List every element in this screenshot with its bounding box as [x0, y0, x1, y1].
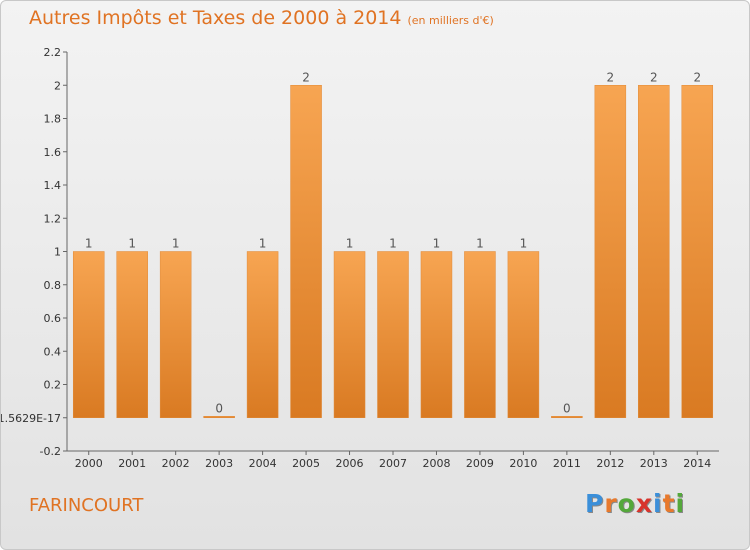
- bar: [377, 251, 409, 418]
- bar: [333, 251, 366, 418]
- bar: [116, 251, 148, 418]
- data-label: 1: [476, 237, 484, 251]
- data-label: 0: [215, 401, 223, 415]
- data-label: 0: [563, 401, 571, 415]
- chart-title-unit: (en milliers d'€): [407, 14, 494, 27]
- y-tick-label: -0.2: [40, 445, 61, 458]
- y-tick-label: 1.6: [44, 146, 62, 159]
- x-tick-label: 2008: [422, 457, 450, 470]
- logo-letter: x: [635, 489, 653, 518]
- bar: [464, 251, 496, 418]
- x-tick-label: 2002: [162, 457, 190, 470]
- y-tick-label: 2: [54, 79, 61, 92]
- chart-title: Autres Impôts et Taxes de 2000 à 2014 (en…: [29, 7, 494, 29]
- y-tick-label: 0.6: [44, 312, 62, 325]
- chart-data-labels: 1 1 1 0 1 2 1 1 1 1 1 0 2 2 2: [85, 70, 701, 415]
- x-tick-label: 2005: [292, 457, 320, 470]
- logo-letter: i: [675, 489, 686, 518]
- commune-name: FARINCOURT: [29, 495, 144, 516]
- y-tick-label: 1.4: [44, 179, 62, 192]
- y-tick-label: 0.8: [44, 279, 62, 292]
- data-label: 1: [433, 237, 441, 251]
- bar: [594, 85, 627, 418]
- x-tick-label: 2004: [249, 457, 277, 470]
- chart-axes: -0.2 -1.5629E-17 0.2 0.4 0.6 0.8 1 1.2 1.4 1.6 1.8…: [1, 46, 719, 470]
- data-label: 2: [607, 70, 615, 84]
- bar: [159, 251, 192, 418]
- x-tick-label: 2003: [205, 457, 233, 470]
- x-tick-label: 2001: [118, 457, 146, 470]
- bar: [290, 85, 322, 418]
- proxiti-logo: Proxiti: [585, 489, 685, 518]
- bar: [72, 251, 105, 418]
- x-tick-label: 2006: [336, 457, 364, 470]
- y-tick-label: -1.5629E-17: [1, 412, 61, 425]
- data-label: 1: [346, 237, 354, 251]
- data-label: 1: [259, 237, 267, 251]
- y-tick-label: 2.2: [44, 46, 62, 59]
- bar: [681, 85, 714, 418]
- bar: [507, 251, 540, 418]
- y-tick-label: 1: [54, 246, 61, 259]
- data-label: 2: [302, 70, 310, 84]
- x-tick-label: 2011: [553, 457, 581, 470]
- y-tick-label: 1.2: [44, 212, 62, 225]
- data-label: 1: [389, 237, 397, 251]
- y-tick-label: 0.2: [44, 379, 62, 392]
- logo-letter: t: [662, 489, 676, 518]
- logo-letter: o: [617, 489, 636, 518]
- x-tick-label: 2012: [596, 457, 624, 470]
- x-tick-label: 2010: [509, 457, 537, 470]
- y-tick-label: 0.4: [44, 345, 62, 358]
- data-label: 1: [85, 237, 93, 251]
- bar: [551, 416, 583, 418]
- x-tick-label: 2007: [379, 457, 407, 470]
- x-tick-label: 2000: [75, 457, 103, 470]
- data-label: 1: [172, 237, 180, 251]
- bar: [203, 416, 235, 418]
- y-tick-label: 1.8: [44, 113, 62, 126]
- data-label: 1: [128, 237, 136, 251]
- chart-bars: [72, 85, 714, 418]
- logo-letter: r: [604, 489, 618, 518]
- x-tick-label: 2014: [683, 457, 711, 470]
- chart-title-main: Autres Impôts et Taxes de 2000 à 2014: [29, 7, 402, 29]
- bar: [638, 85, 670, 418]
- x-tick-label: 2009: [466, 457, 494, 470]
- bar: [420, 251, 453, 418]
- x-tick-label: 2013: [640, 457, 668, 470]
- bar: [246, 251, 279, 418]
- data-label: 1: [520, 237, 528, 251]
- logo-letter: i: [653, 489, 663, 518]
- logo-letter: P: [585, 489, 605, 518]
- data-label: 2: [693, 70, 701, 84]
- data-label: 2: [650, 70, 658, 84]
